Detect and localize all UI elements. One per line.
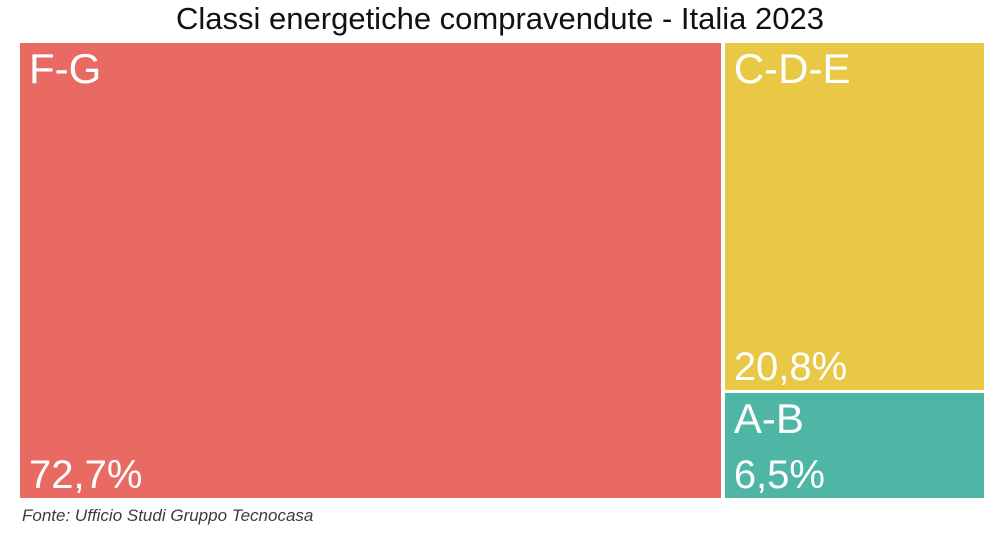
tile-percentage-label: 6,5%: [733, 453, 825, 497]
treemap-tile-c-d-e: C-D-E 20,8%: [724, 43, 984, 390]
tile-category-label: C-D-E: [733, 45, 851, 92]
treemap-chart: F-G 72,7% C-D-E 20,8% A-B 6,5%: [20, 43, 984, 498]
treemap-right-column: C-D-E 20,8% A-B 6,5%: [724, 43, 984, 498]
tile-category-label: F-G: [29, 45, 102, 92]
treemap-tile-a-b: A-B 6,5%: [724, 392, 984, 498]
tile-percentage-label: 72,7%: [29, 453, 143, 497]
source-caption: Fonte: Ufficio Studi Gruppo Tecnocasa: [22, 506, 314, 525]
chart-title: Classi energetiche compravendute - Itali…: [176, 1, 824, 36]
tile-category-label: A-B: [733, 394, 804, 442]
tile-percentage-label: 20,8%: [733, 344, 848, 389]
treemap-tile-f-g: F-G 72,7%: [20, 43, 721, 498]
